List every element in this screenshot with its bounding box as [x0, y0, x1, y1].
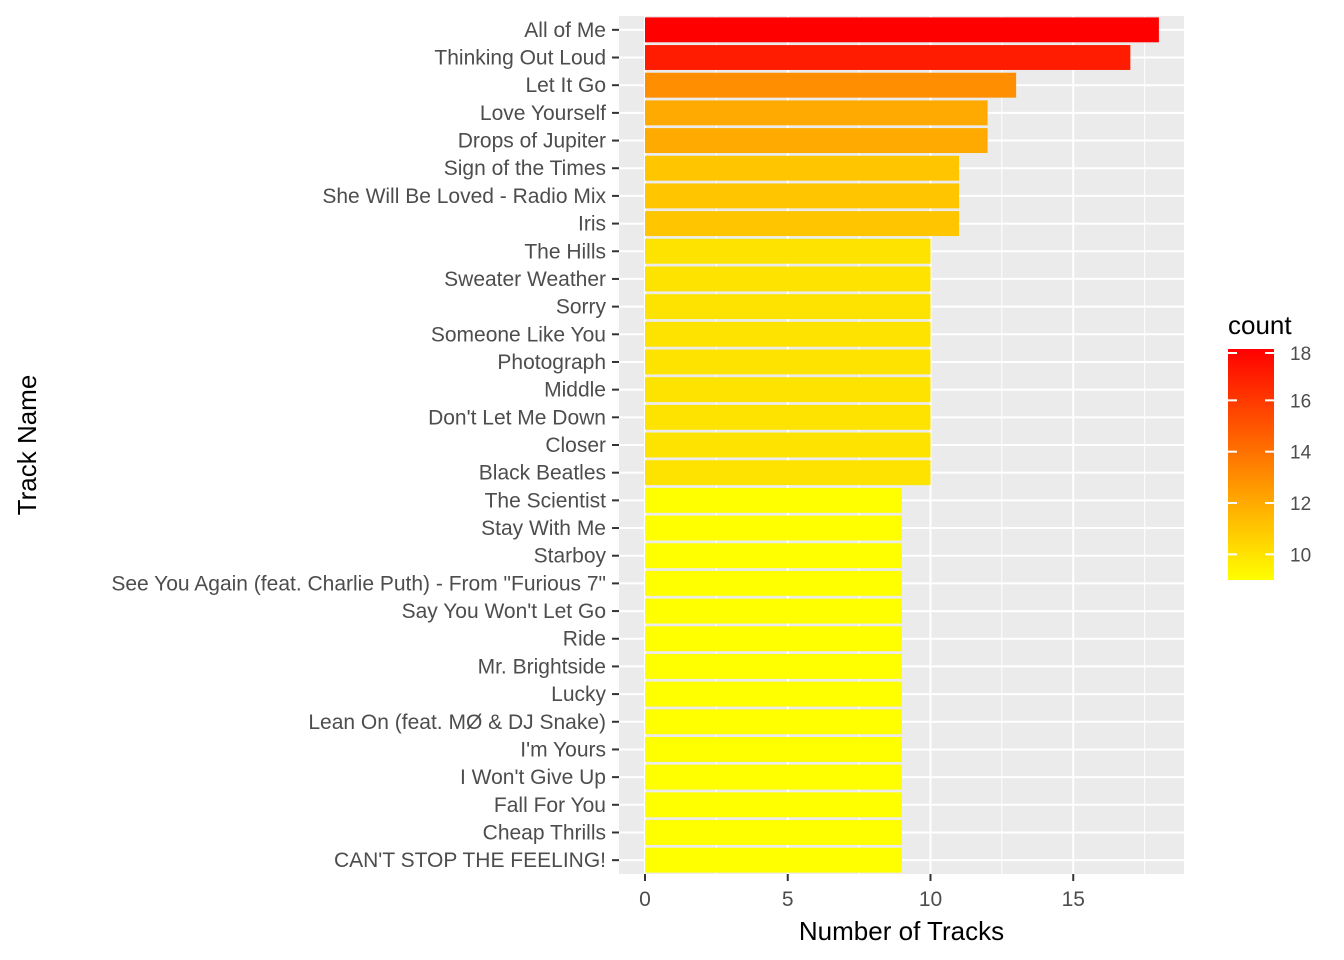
legend-colorbar	[1228, 349, 1274, 580]
y-tick-label: Starboy	[534, 545, 607, 568]
bar	[645, 487, 902, 513]
y-tick-label: Love Yourself	[480, 102, 606, 125]
y-tick-label: All of Me	[524, 19, 606, 42]
x-axis: 0 5 10 15	[639, 874, 1085, 911]
x-tick-label: 5	[782, 888, 794, 911]
x-tick-label: 0	[639, 888, 651, 911]
bar	[645, 321, 931, 347]
bar	[645, 847, 902, 873]
bar	[645, 543, 902, 569]
legend-tick-label: 10	[1290, 545, 1311, 566]
y-tick-label: CAN'T STOP THE FEELING!	[334, 849, 606, 872]
bar	[645, 820, 902, 845]
y-tick-label: She Will Be Loved - Radio Mix	[322, 185, 606, 208]
bar	[645, 128, 988, 154]
legend: count 10 12 14 16 18	[1228, 310, 1312, 580]
x-axis-title: Number of Tracks	[799, 916, 1004, 946]
legend-tick-label: 16	[1290, 391, 1311, 412]
y-axis-title: Track Name	[12, 375, 42, 516]
bar	[645, 72, 1017, 98]
bar	[645, 598, 902, 624]
y-tick-label: Photograph	[497, 351, 606, 374]
bar	[645, 266, 931, 292]
y-tick-label: Sorry	[556, 296, 607, 319]
bar	[645, 183, 960, 209]
y-tick-label: Middle	[544, 379, 606, 402]
bar	[645, 155, 960, 181]
y-tick-label: Sign of the Times	[444, 157, 606, 180]
y-tick-label: Don't Let Me Down	[428, 406, 606, 429]
y-tick-label: Lucky	[551, 683, 606, 706]
bar	[645, 45, 1131, 70]
y-tick-label: Let It Go	[525, 74, 606, 97]
y-tick-label: Black Beatles	[479, 462, 606, 485]
y-tick-label: I Won't Give Up	[460, 766, 606, 789]
bar	[645, 515, 902, 541]
y-tick-label: Mr. Brightside	[478, 655, 606, 678]
y-tick-label: See You Again (feat. Charlie Puth) - Fro…	[111, 572, 606, 595]
legend-tick-label: 14	[1290, 443, 1312, 464]
bar	[645, 377, 931, 403]
y-tick-label: Drops of Jupiter	[458, 130, 606, 153]
x-tick-label: 15	[1062, 888, 1085, 911]
x-tick-label: 10	[919, 888, 942, 911]
legend-tick-label: 18	[1290, 344, 1311, 365]
bar	[645, 681, 902, 707]
bar	[645, 570, 902, 596]
bar	[645, 460, 931, 486]
bar	[645, 432, 931, 458]
legend-tick-label: 12	[1290, 494, 1311, 515]
y-tick-label: Say You Won't Let Go	[402, 600, 606, 623]
y-tick-label: Sweater Weather	[444, 268, 606, 291]
bar	[645, 238, 931, 264]
y-tick-label: The Hills	[524, 240, 606, 263]
bars	[645, 17, 1159, 873]
legend-title: count	[1228, 310, 1292, 340]
y-tick-label: Someone Like You	[431, 323, 606, 346]
bar	[645, 736, 902, 762]
bar	[645, 349, 931, 375]
y-tick-label: Fall For You	[494, 794, 606, 817]
bar	[645, 764, 902, 790]
y-tick-label: Closer	[545, 434, 606, 457]
y-tick-label: I'm Yours	[520, 738, 606, 761]
y-tick-label: Thinking Out Loud	[434, 47, 606, 70]
y-tick-label: Iris	[578, 213, 606, 236]
bar	[645, 17, 1159, 43]
legend-ticks: 10 12 14 16 18	[1228, 344, 1312, 566]
bar	[645, 100, 988, 126]
bar	[645, 709, 902, 735]
bar	[645, 626, 902, 652]
y-tick-label: Stay With Me	[481, 517, 606, 540]
y-axis: All of Me Thinking Out Loud Let It Go Love …	[111, 19, 619, 872]
y-tick-label: The Scientist	[485, 489, 607, 512]
y-tick-label: Cheap Thrills	[483, 821, 606, 844]
bar	[645, 653, 902, 679]
y-tick-label: Lean On (feat. MØ & DJ Snake)	[308, 711, 606, 734]
bar	[645, 211, 960, 237]
bar	[645, 792, 902, 818]
bar	[645, 294, 931, 320]
bar	[645, 404, 931, 430]
y-tick-label: Ride	[563, 628, 606, 651]
